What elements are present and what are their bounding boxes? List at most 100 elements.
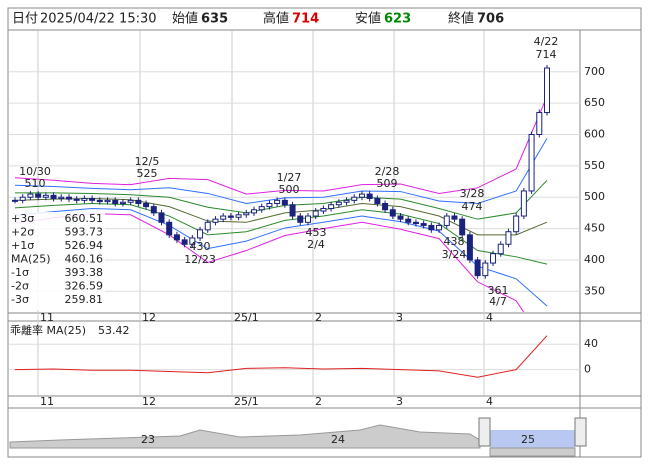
candle [389, 209, 396, 217]
y-tick-label: 500 [584, 190, 605, 203]
candle [490, 253, 497, 264]
open: 635 [201, 12, 228, 27]
candle [505, 231, 512, 245]
candle [420, 223, 427, 226]
candle [112, 199, 119, 204]
candle [197, 229, 204, 239]
annotation: 4/7 [489, 295, 507, 308]
candle [96, 199, 103, 203]
candle [158, 212, 165, 223]
candle [436, 224, 443, 231]
candle [243, 212, 250, 216]
y-tick-label: 450 [584, 222, 605, 235]
y-tick-label: 40 [584, 337, 598, 350]
candle [73, 198, 80, 201]
candle [335, 201, 342, 206]
candle [89, 197, 96, 201]
y-tick-label: 400 [584, 253, 605, 266]
annotation: 510 [25, 177, 46, 190]
legend-value: 326.59 [65, 280, 104, 293]
band-line [14, 208, 548, 307]
nav-handle-left[interactable] [478, 417, 491, 447]
band-line [14, 96, 548, 195]
x-tick-label: 12 [142, 395, 156, 408]
candle [50, 194, 57, 199]
x-tick-label: 3 [396, 395, 403, 408]
candle [173, 234, 180, 241]
deviation-title: 乖離率 MA(25) [10, 323, 86, 337]
annotation: 2/28 [375, 165, 400, 178]
candle [320, 208, 327, 212]
nav-label: 23 [141, 433, 155, 446]
candle [150, 206, 157, 214]
candle [382, 202, 389, 211]
candle [520, 190, 527, 217]
candle [451, 215, 458, 220]
legend-value: 526.94 [65, 239, 104, 252]
candle [189, 237, 196, 245]
legend-box [9, 212, 105, 310]
candle [513, 215, 520, 233]
annotation: 453 [306, 226, 327, 239]
annotation: 3/28 [460, 187, 485, 200]
legend-name: +1σ [11, 239, 34, 252]
close-label: 終値 [448, 11, 474, 27]
legend-value: 660.51 [65, 212, 104, 225]
legend-value: 460.16 [65, 253, 104, 266]
candle [397, 215, 404, 220]
deviation-line [14, 335, 548, 378]
x-tick-label: 4 [486, 311, 493, 324]
candle [474, 259, 481, 277]
candle [35, 193, 42, 198]
candle [374, 197, 381, 204]
annotation: 12/5 [135, 155, 160, 168]
candle [204, 221, 211, 231]
annotation: 361 [488, 284, 509, 297]
candle [127, 199, 134, 203]
candle [482, 262, 489, 277]
candle [58, 196, 65, 199]
candle [181, 239, 188, 245]
candle [266, 202, 273, 208]
deviation-value: 53.42 [98, 324, 130, 337]
annotation: 3/24 [442, 248, 467, 261]
y-tick-label: 650 [584, 96, 605, 109]
annotation: 12/23 [184, 253, 216, 266]
x-tick-label: 11 [40, 395, 54, 408]
legend-name: -1σ [11, 266, 29, 279]
annotation: 525 [137, 167, 158, 180]
legend-value: 593.73 [65, 226, 104, 239]
x-tick-label: 25/1 [234, 311, 259, 324]
annotation: 4/22 [534, 35, 559, 48]
nav-handle-right[interactable] [574, 417, 587, 447]
candle [443, 215, 450, 226]
candle [351, 196, 358, 201]
candle [143, 202, 150, 208]
x-tick-label: 2 [315, 311, 322, 324]
y-tick-label: 700 [584, 65, 605, 78]
legend-name: +3σ [11, 212, 34, 225]
annotation: 10/30 [19, 165, 51, 178]
candle [42, 194, 49, 198]
candle [81, 197, 88, 201]
candle [220, 215, 227, 220]
candle [459, 218, 466, 236]
high: 714 [292, 12, 319, 27]
candle [328, 204, 335, 210]
high-label: 高値 [263, 11, 289, 27]
x-tick-label: 11 [40, 311, 54, 324]
y-tick-label: 550 [584, 159, 605, 172]
candle [166, 221, 173, 236]
legend-name: -3σ [11, 293, 29, 306]
candle [274, 199, 281, 204]
scrollbar[interactable] [489, 447, 576, 457]
nav-label: 24 [331, 433, 345, 446]
candle [119, 201, 126, 204]
candle [412, 221, 419, 225]
header: 日付 2025/04/22 15:30 始値 635 高値 714 安値 623… [12, 11, 504, 27]
legend-value: 393.38 [65, 266, 104, 279]
low-label: 安値 [355, 11, 381, 27]
candle [358, 193, 365, 198]
candle [497, 243, 504, 255]
